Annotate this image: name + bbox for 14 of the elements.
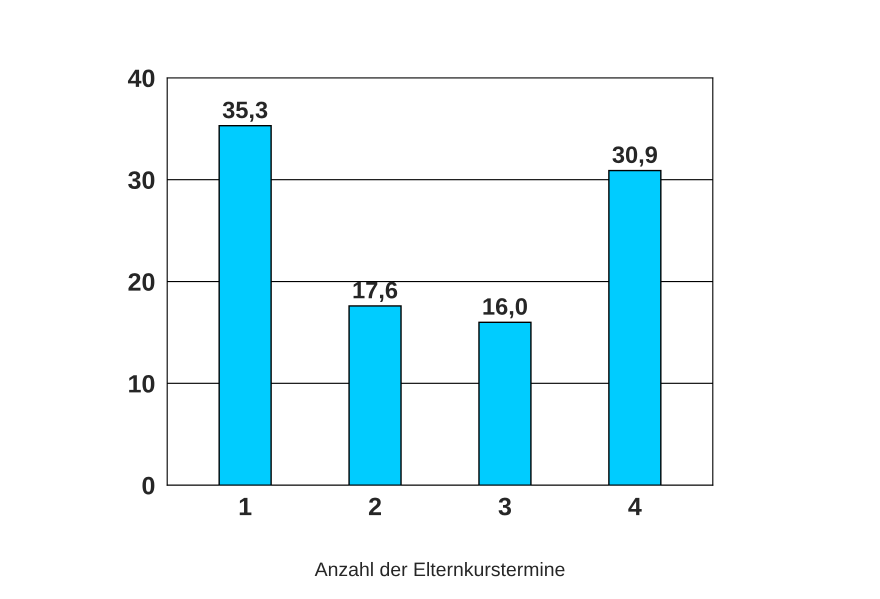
y-tick-label: 10 xyxy=(129,374,154,393)
data-label: 16,0 xyxy=(483,298,527,318)
data-label: 17,6 xyxy=(354,282,398,302)
x-tick-label: 3 xyxy=(498,498,511,516)
y-tick-label: 30 xyxy=(128,171,154,190)
data-label: 30,9 xyxy=(612,146,657,167)
x-tick-label: 2 xyxy=(368,498,381,516)
x-tick-label: 4 xyxy=(628,498,642,516)
x-tick-label: 1 xyxy=(240,498,252,516)
y-tick-label: 40 xyxy=(128,69,154,88)
x-axis-title: Anzahl der Elternkurstermine xyxy=(314,562,565,576)
data-label: 35,3 xyxy=(222,102,268,122)
y-tick-label: 20 xyxy=(128,273,154,291)
y-tick-label: 0 xyxy=(142,476,154,494)
